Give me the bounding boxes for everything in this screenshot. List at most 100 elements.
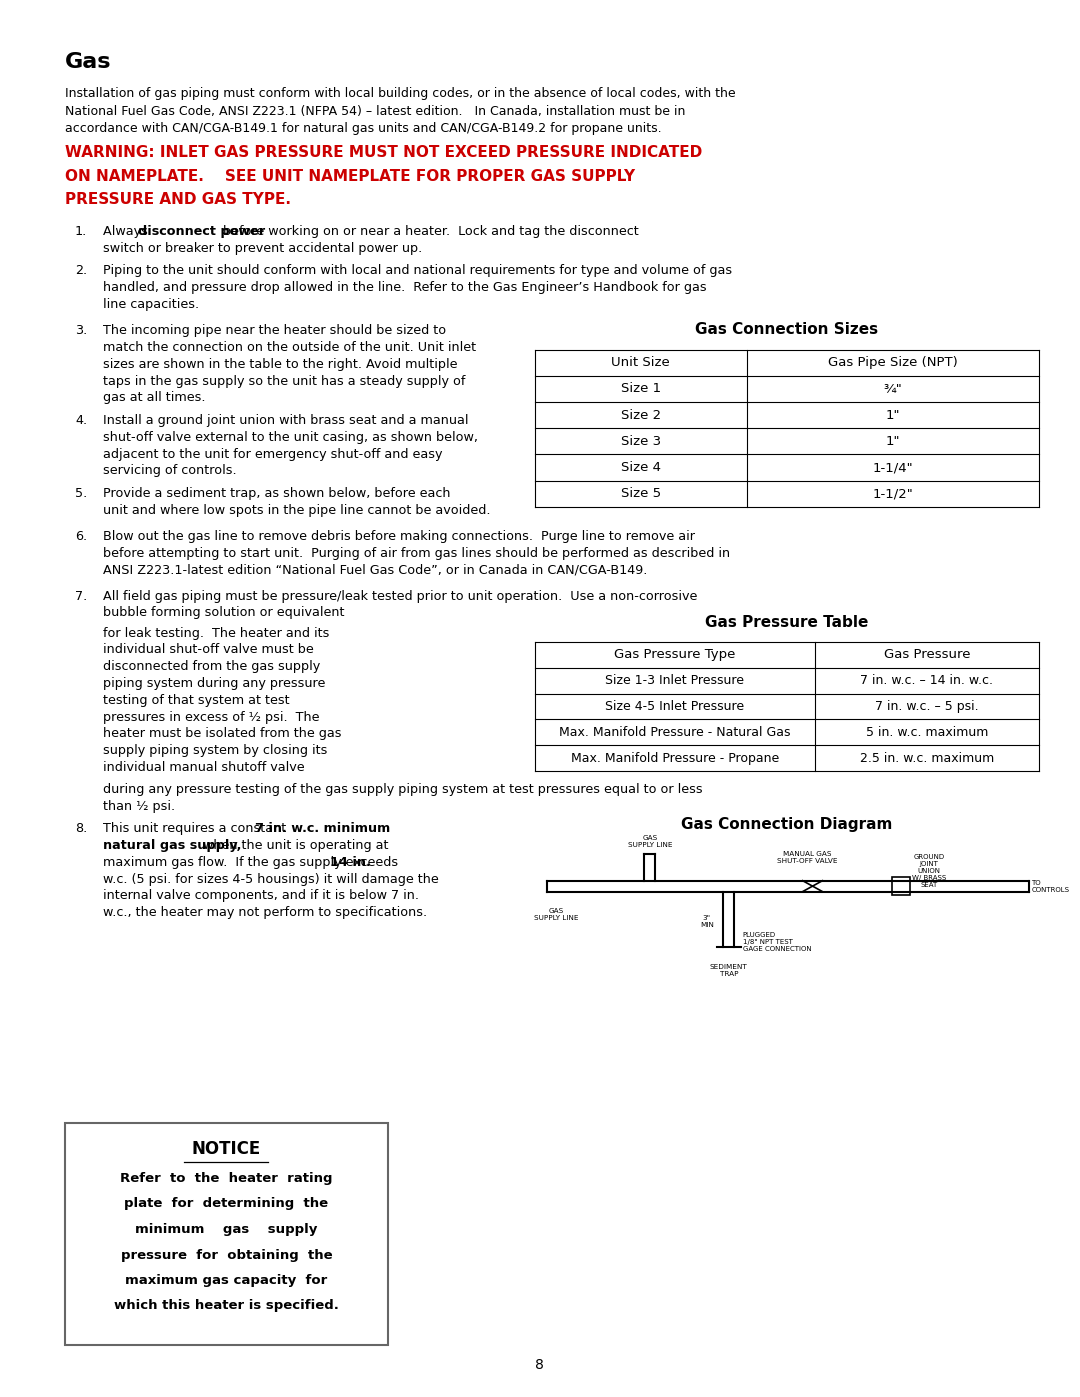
Text: Refer  to  the  heater  rating: Refer to the heater rating xyxy=(120,1172,333,1185)
Text: PLUGGED
1/8" NPT TEST
GAGE CONNECTION: PLUGGED 1/8" NPT TEST GAGE CONNECTION xyxy=(743,932,811,951)
Text: testing of that system at test: testing of that system at test xyxy=(103,694,289,707)
Text: 1": 1" xyxy=(886,434,900,448)
Text: SEDIMENT
TRAP: SEDIMENT TRAP xyxy=(710,964,747,977)
Text: Size 4: Size 4 xyxy=(621,461,661,474)
Text: Installation of gas piping must conform with local building codes, or in the abs: Installation of gas piping must conform … xyxy=(65,87,735,101)
Text: adjacent to the unit for emergency shut-off and easy: adjacent to the unit for emergency shut-… xyxy=(103,447,443,461)
Text: accordance with CAN/CGA-B149.1 for natural gas units and CAN/CGA-B149.2 for prop: accordance with CAN/CGA-B149.1 for natur… xyxy=(65,122,662,136)
Text: 14 in.: 14 in. xyxy=(330,856,372,869)
Text: 2.5 in. w.c. maximum: 2.5 in. w.c. maximum xyxy=(860,752,994,764)
Text: sizes are shown in the table to the right. Avoid multiple: sizes are shown in the table to the righ… xyxy=(103,358,458,370)
Text: Size 1-3 Inlet Pressure: Size 1-3 Inlet Pressure xyxy=(605,675,744,687)
Text: shut-off valve external to the unit casing, as shown below,: shut-off valve external to the unit casi… xyxy=(103,430,478,444)
Text: Size 5: Size 5 xyxy=(621,488,661,500)
Text: All field gas piping must be pressure/leak tested prior to unit operation.  Use : All field gas piping must be pressure/le… xyxy=(103,590,698,602)
Text: Gas Connection Sizes: Gas Connection Sizes xyxy=(696,323,878,337)
Text: unit and where low spots in the pipe line cannot be avoided.: unit and where low spots in the pipe lin… xyxy=(103,504,490,517)
Text: ANSI Z223.1-latest edition “National Fuel Gas Code”, or in Canada in CAN/CGA-B14: ANSI Z223.1-latest edition “National Fue… xyxy=(103,563,647,577)
Text: Piping to the unit should conform with local and national requirements for type : Piping to the unit should conform with l… xyxy=(103,264,732,278)
Text: 3"
MIN: 3" MIN xyxy=(700,915,714,928)
Text: bubble forming solution or equivalent: bubble forming solution or equivalent xyxy=(103,606,345,619)
Text: 1-1/2": 1-1/2" xyxy=(873,488,914,500)
Text: than ½ psi.: than ½ psi. xyxy=(103,799,175,813)
Text: 8: 8 xyxy=(536,1358,544,1372)
Text: minimum    gas    supply: minimum gas supply xyxy=(135,1222,318,1236)
Text: handled, and pressure drop allowed in the line.  Refer to the Gas Engineer’s Han: handled, and pressure drop allowed in th… xyxy=(103,281,706,295)
Text: 3.: 3. xyxy=(75,324,87,337)
Text: individual shut-off valve must be: individual shut-off valve must be xyxy=(103,644,313,657)
Text: w.c. (5 psi. for sizes 4-5 housings) it will damage the: w.c. (5 psi. for sizes 4-5 housings) it … xyxy=(103,873,438,886)
Text: Gas: Gas xyxy=(65,52,111,73)
Text: servicing of controls.: servicing of controls. xyxy=(103,464,237,478)
Text: when the unit is operating at: when the unit is operating at xyxy=(199,840,389,852)
Text: ¾": ¾" xyxy=(883,383,902,395)
Text: PRESSURE AND GAS TYPE.: PRESSURE AND GAS TYPE. xyxy=(65,191,291,207)
Text: piping system during any pressure: piping system during any pressure xyxy=(103,678,325,690)
Text: 7 in. w.c. – 5 psi.: 7 in. w.c. – 5 psi. xyxy=(875,700,978,712)
Text: match the connection on the outside of the unit. Unit inlet: match the connection on the outside of t… xyxy=(103,341,476,353)
Text: before working on or near a heater.  Lock and tag the disconnect: before working on or near a heater. Lock… xyxy=(219,225,639,237)
Text: TO
CONTROLS: TO CONTROLS xyxy=(1031,880,1069,893)
Text: GAS
SUPPLY LINE: GAS SUPPLY LINE xyxy=(627,835,672,848)
FancyBboxPatch shape xyxy=(65,1123,388,1345)
Text: MANUAL GAS
SHUT-OFF VALVE: MANUAL GAS SHUT-OFF VALVE xyxy=(778,851,838,865)
Text: which this heater is specified.: which this heater is specified. xyxy=(113,1299,339,1313)
Text: for leak testing.  The heater and its: for leak testing. The heater and its xyxy=(103,626,329,640)
Text: Blow out the gas line to remove debris before making connections.  Purge line to: Blow out the gas line to remove debris b… xyxy=(103,529,694,543)
Text: maximum gas flow.  If the gas supply exceeds: maximum gas flow. If the gas supply exce… xyxy=(103,856,402,869)
Text: during any pressure testing of the gas supply piping system at test pressures eq: during any pressure testing of the gas s… xyxy=(103,782,703,796)
Text: 8.: 8. xyxy=(75,823,87,835)
Text: This unit requires a constant: This unit requires a constant xyxy=(103,823,291,835)
Text: disconnect power: disconnect power xyxy=(138,225,266,237)
Text: switch or breaker to prevent accidental power up.: switch or breaker to prevent accidental … xyxy=(103,242,422,254)
Text: plate  for  determining  the: plate for determining the xyxy=(124,1197,328,1210)
Text: 7 in. w.c. minimum: 7 in. w.c. minimum xyxy=(255,823,390,835)
Text: 5.: 5. xyxy=(75,488,87,500)
Text: 2.: 2. xyxy=(75,264,87,278)
Text: 4.: 4. xyxy=(75,414,87,427)
Text: 1-1/4": 1-1/4" xyxy=(873,461,914,474)
Text: 6.: 6. xyxy=(75,529,87,543)
Text: Always: Always xyxy=(103,225,152,237)
Text: internal valve components, and if it is below 7 in.: internal valve components, and if it is … xyxy=(103,890,419,902)
Text: individual manual shutoff valve: individual manual shutoff valve xyxy=(103,761,305,774)
Text: line capacities.: line capacities. xyxy=(103,298,199,312)
Text: pressure  for  obtaining  the: pressure for obtaining the xyxy=(121,1249,333,1261)
Text: 5 in. w.c. maximum: 5 in. w.c. maximum xyxy=(866,726,988,739)
Text: Gas Pipe Size (NPT): Gas Pipe Size (NPT) xyxy=(828,356,958,369)
Text: 7 in. w.c. – 14 in. w.c.: 7 in. w.c. – 14 in. w.c. xyxy=(861,675,994,687)
FancyBboxPatch shape xyxy=(892,877,910,895)
Text: GROUND
JOINT
UNION
W/ BRASS
SEAT: GROUND JOINT UNION W/ BRASS SEAT xyxy=(913,854,946,888)
Text: Max. Manifold Pressure - Propane: Max. Manifold Pressure - Propane xyxy=(570,752,779,764)
Text: Gas Pressure Type: Gas Pressure Type xyxy=(613,648,735,661)
Text: Size 3: Size 3 xyxy=(621,434,661,448)
Text: Install a ground joint union with brass seat and a manual: Install a ground joint union with brass … xyxy=(103,414,469,427)
Text: natural gas supply,: natural gas supply, xyxy=(103,840,241,852)
Text: maximum gas capacity  for: maximum gas capacity for xyxy=(125,1274,327,1287)
Text: National Fuel Gas Code, ANSI Z223.1 (NFPA 54) – latest edition.   In Canada, ins: National Fuel Gas Code, ANSI Z223.1 (NFP… xyxy=(65,105,686,117)
Text: NOTICE: NOTICE xyxy=(192,1140,261,1158)
Text: heater must be isolated from the gas: heater must be isolated from the gas xyxy=(103,728,341,740)
Text: WARNING: INLET GAS PRESSURE MUST NOT EXCEED PRESSURE INDICATED: WARNING: INLET GAS PRESSURE MUST NOT EXC… xyxy=(65,145,702,161)
Text: Max. Manifold Pressure - Natural Gas: Max. Manifold Pressure - Natural Gas xyxy=(558,726,791,739)
Text: w.c., the heater may not perform to specifications.: w.c., the heater may not perform to spec… xyxy=(103,907,427,919)
Text: taps in the gas supply so the unit has a steady supply of: taps in the gas supply so the unit has a… xyxy=(103,374,465,387)
Text: Unit Size: Unit Size xyxy=(611,356,670,369)
Text: disconnected from the gas supply: disconnected from the gas supply xyxy=(103,661,320,673)
Text: pressures in excess of ½ psi.  The: pressures in excess of ½ psi. The xyxy=(103,711,320,724)
Text: Gas Connection Diagram: Gas Connection Diagram xyxy=(681,817,892,833)
Text: 7.: 7. xyxy=(75,590,87,602)
Text: GAS
SUPPLY LINE: GAS SUPPLY LINE xyxy=(535,908,579,921)
Text: Size 4-5 Inlet Pressure: Size 4-5 Inlet Pressure xyxy=(605,700,744,712)
Text: before attempting to start unit.  Purging of air from gas lines should be perfor: before attempting to start unit. Purging… xyxy=(103,546,730,560)
Text: ON NAMEPLATE.    SEE UNIT NAMEPLATE FOR PROPER GAS SUPPLY: ON NAMEPLATE. SEE UNIT NAMEPLATE FOR PRO… xyxy=(65,169,635,183)
Text: 1.: 1. xyxy=(75,225,87,237)
Text: Size 2: Size 2 xyxy=(621,408,661,422)
Text: Gas Pressure Table: Gas Pressure Table xyxy=(705,615,868,630)
Text: Gas Pressure: Gas Pressure xyxy=(883,648,970,661)
Text: 1": 1" xyxy=(886,408,900,422)
Text: supply piping system by closing its: supply piping system by closing its xyxy=(103,745,327,757)
Text: gas at all times.: gas at all times. xyxy=(103,391,205,404)
Text: Provide a sediment trap, as shown below, before each: Provide a sediment trap, as shown below,… xyxy=(103,488,450,500)
Text: The incoming pipe near the heater should be sized to: The incoming pipe near the heater should… xyxy=(103,324,446,337)
